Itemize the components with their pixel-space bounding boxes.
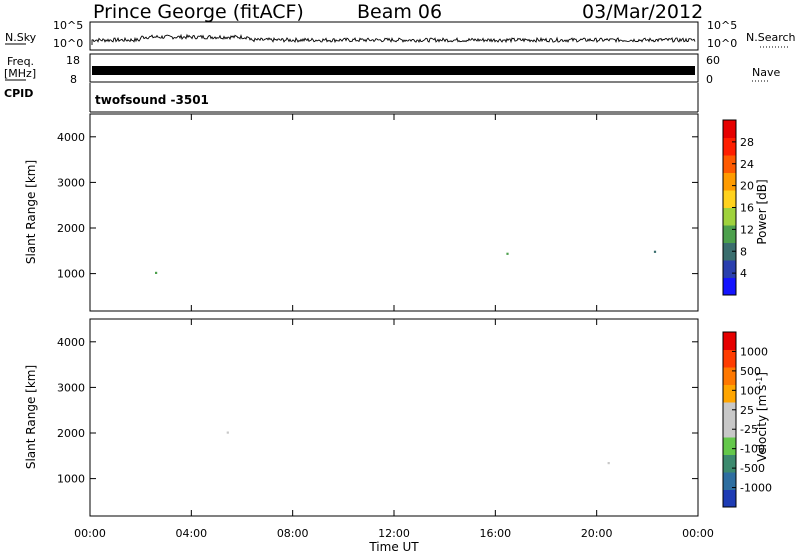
- colorbar-segment: [723, 489, 736, 508]
- y-tick-label: 2000: [57, 222, 85, 235]
- colorbar-segment: [723, 120, 736, 138]
- velocity-colorbar: 1000 500 100 25 -25 -100 -500 -1000: [722, 331, 772, 508]
- colorbar-segment: [723, 454, 736, 473]
- colorbar-tick-label: 100: [740, 384, 761, 397]
- power-panel-frame: [89, 113, 699, 312]
- colorbar-segment: [723, 402, 736, 420]
- nsky-tick-top: 10^5: [53, 19, 84, 32]
- colorbar-segment: [723, 172, 736, 191]
- x-tick-label: 04:00: [175, 527, 207, 540]
- freq-band: [92, 66, 695, 75]
- colorbar-tick-label: 16: [740, 202, 754, 215]
- y-tick-label: 4000: [57, 131, 85, 144]
- beam-title: Beam 06: [357, 1, 443, 23]
- freq-label-1: Freq.: [7, 55, 35, 68]
- velocity-ylabel: Slant Range [km]: [24, 365, 38, 469]
- nsky-tick-bottom: 10^0: [53, 37, 84, 50]
- freq-label-2: [MHz]: [4, 67, 37, 80]
- colorbar-segment: [723, 472, 736, 490]
- colorbar-tick-label: 24: [740, 158, 754, 171]
- colorbar-frame: [722, 331, 737, 508]
- colorbar-segment: [723, 207, 736, 226]
- nsky-trace: [91, 33, 696, 45]
- nsky-panel-frame: [89, 21, 699, 51]
- x-tick-label: 08:00: [277, 527, 309, 540]
- velocity-colorbar-label-sup: -1: [755, 377, 764, 385]
- y-tick-label: 1000: [57, 268, 85, 281]
- x-tick-label: 00:00: [74, 527, 106, 540]
- range-gate-cell: [506, 252, 509, 255]
- colorbar-segment: [723, 225, 736, 243]
- colorbar-tick-label: -500: [740, 462, 765, 475]
- colorbar-tick-label: -25: [740, 423, 758, 436]
- nave-tick-bottom: 0: [706, 73, 713, 86]
- colorbar-segment: [723, 155, 736, 173]
- time-xlabel: Time UT: [368, 540, 419, 554]
- colorbar-segment: [723, 419, 736, 438]
- colorbar-tick-label: 4: [740, 267, 747, 280]
- power-y-axis: 1000 2000 3000 4000: [57, 131, 698, 281]
- y-tick-label: 1000: [57, 473, 85, 486]
- colorbar-tick-label: -100: [740, 443, 765, 456]
- y-tick-label: 4000: [57, 336, 85, 349]
- nsearch-tick-top: 10^5: [707, 19, 738, 32]
- colorbar-segment: [723, 190, 736, 208]
- colorbar-segment: [723, 437, 736, 455]
- power-data-layer: [155, 250, 657, 274]
- colorbar-tick-label: 12: [740, 223, 754, 236]
- colorbar-tick-label: 500: [740, 365, 761, 378]
- colorbar-segment: [723, 367, 736, 385]
- nave-tick-top: 60: [706, 54, 720, 67]
- colorbar-tick-label: -1000: [740, 482, 772, 495]
- power-colorbar: 28 24 20 16 12 8 4: [722, 119, 754, 296]
- colorbar-segment: [723, 384, 736, 403]
- range-gate-cell: [653, 250, 657, 253]
- nsky-line: [91, 33, 696, 45]
- colorbar-tick-label: 1000: [740, 345, 768, 358]
- cpid-value: twofsound -3501: [95, 93, 209, 107]
- colorbar-segment: [723, 242, 736, 261]
- colorbar-tick-label: 20: [740, 180, 754, 193]
- station-title: Prince George (fitACF): [93, 1, 304, 23]
- freq-panel-frame: [89, 53, 699, 83]
- colorbar-segment: [723, 349, 736, 368]
- power-colorbar-label: Power [dB]: [755, 179, 769, 244]
- nsky-label: N.Sky: [5, 31, 37, 44]
- x-tick-label: 00:00: [682, 527, 714, 540]
- range-gate-cell: [226, 431, 229, 434]
- colorbar-segment: [723, 137, 736, 156]
- y-tick-label: 3000: [57, 176, 85, 189]
- time-x-axis: 00:00 04:00 08:00 12:00 16:00 20:00 00:00: [74, 114, 714, 540]
- colorbar-tick-label: 25: [740, 404, 754, 417]
- y-tick-label: 3000: [57, 381, 85, 394]
- freq-tick-bottom: 8: [70, 73, 77, 86]
- freq-tick-top: 18: [66, 54, 80, 67]
- range-gate-cell: [155, 271, 158, 274]
- date-title: 03/Mar/2012: [582, 1, 704, 23]
- colorbar-tick-label: 28: [740, 136, 754, 149]
- cpid-label: CPID: [4, 87, 34, 100]
- colorbar-tick-label: 8: [740, 245, 747, 258]
- nave-label: Nave: [752, 66, 781, 79]
- x-tick-label: 20:00: [581, 527, 613, 540]
- power-ylabel: Slant Range [km]: [24, 160, 38, 264]
- velocity-colorbar-label-end: ]: [755, 372, 769, 377]
- x-tick-label: 12:00: [378, 527, 410, 540]
- nsearch-tick-bottom: 10^0: [707, 37, 738, 50]
- y-tick-label: 2000: [57, 427, 85, 440]
- x-tick-label: 16:00: [479, 527, 511, 540]
- nsearch-label: N.Search: [746, 31, 796, 44]
- colorbar-segment: [723, 332, 736, 350]
- velocity-data-layer: [226, 431, 610, 465]
- colorbar-segment: [723, 260, 736, 278]
- velocity-y-axis: 1000 2000 3000 4000: [57, 336, 698, 486]
- range-gate-cell: [607, 462, 610, 465]
- velocity-colorbar-label-main: Velocity [m s: [755, 385, 769, 462]
- velocity-panel-frame: [89, 318, 699, 517]
- velocity-colorbar-label: Velocity [m s-1]: [755, 372, 769, 462]
- colorbar-segment: [723, 277, 736, 296]
